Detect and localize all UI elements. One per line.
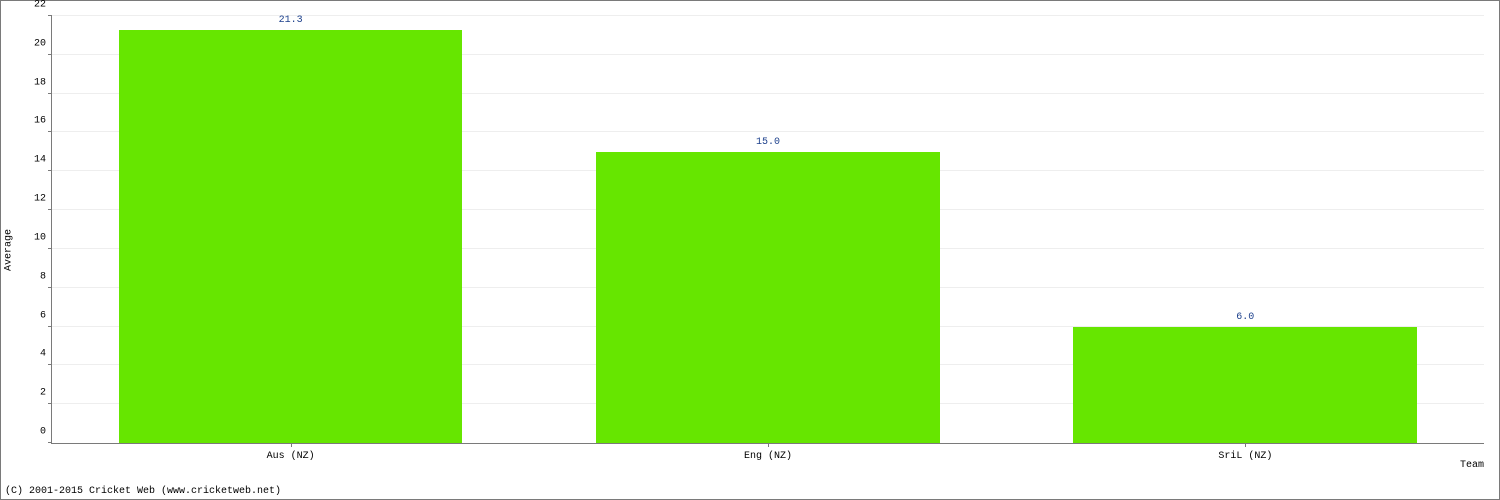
- ytick-mark: [48, 442, 52, 443]
- ytick-mark: [48, 248, 52, 249]
- ytick-mark: [48, 15, 52, 16]
- xtick-label: Aus (NZ): [267, 451, 315, 462]
- xtick-mark: [1245, 443, 1246, 447]
- ytick-label: 18: [34, 77, 46, 88]
- bar: 6.0: [1073, 327, 1417, 443]
- ytick-label: 14: [34, 155, 46, 166]
- bar-value-label: 6.0: [1236, 312, 1254, 323]
- xtick-mark: [291, 443, 292, 447]
- ytick-label: 12: [34, 194, 46, 205]
- ytick-mark: [48, 131, 52, 132]
- x-axis-title: Team: [1460, 460, 1484, 471]
- ytick-label: 4: [40, 349, 46, 360]
- ytick-mark: [48, 170, 52, 171]
- ytick-mark: [48, 287, 52, 288]
- ytick-label: 20: [34, 38, 46, 49]
- ytick-label: 6: [40, 310, 46, 321]
- ytick-mark: [48, 54, 52, 55]
- plot-area: 024681012141618202221.3Aus (NZ)15.0Eng (…: [51, 16, 1484, 444]
- bar: 15.0: [596, 152, 940, 443]
- ytick-label: 8: [40, 271, 46, 282]
- ytick-mark: [48, 364, 52, 365]
- chart-container: Average 024681012141618202221.3Aus (NZ)1…: [0, 0, 1500, 500]
- ytick-mark: [48, 326, 52, 327]
- ytick-label: 22: [34, 0, 46, 11]
- y-axis-title: Average: [4, 229, 15, 271]
- xtick-mark: [768, 443, 769, 447]
- ytick-label: 16: [34, 116, 46, 127]
- ytick-mark: [48, 93, 52, 94]
- bar-value-label: 15.0: [756, 137, 780, 148]
- copyright-text: (C) 2001-2015 Cricket Web (www.cricketwe…: [5, 486, 281, 497]
- ytick-label: 2: [40, 388, 46, 399]
- bar-value-label: 21.3: [279, 15, 303, 26]
- ytick-label: 0: [40, 427, 46, 438]
- ytick-mark: [48, 403, 52, 404]
- xtick-label: SriL (NZ): [1218, 451, 1272, 462]
- ytick-mark: [48, 209, 52, 210]
- ytick-label: 10: [34, 232, 46, 243]
- gridline: [52, 15, 1484, 16]
- bar: 21.3: [119, 30, 463, 443]
- xtick-label: Eng (NZ): [744, 451, 792, 462]
